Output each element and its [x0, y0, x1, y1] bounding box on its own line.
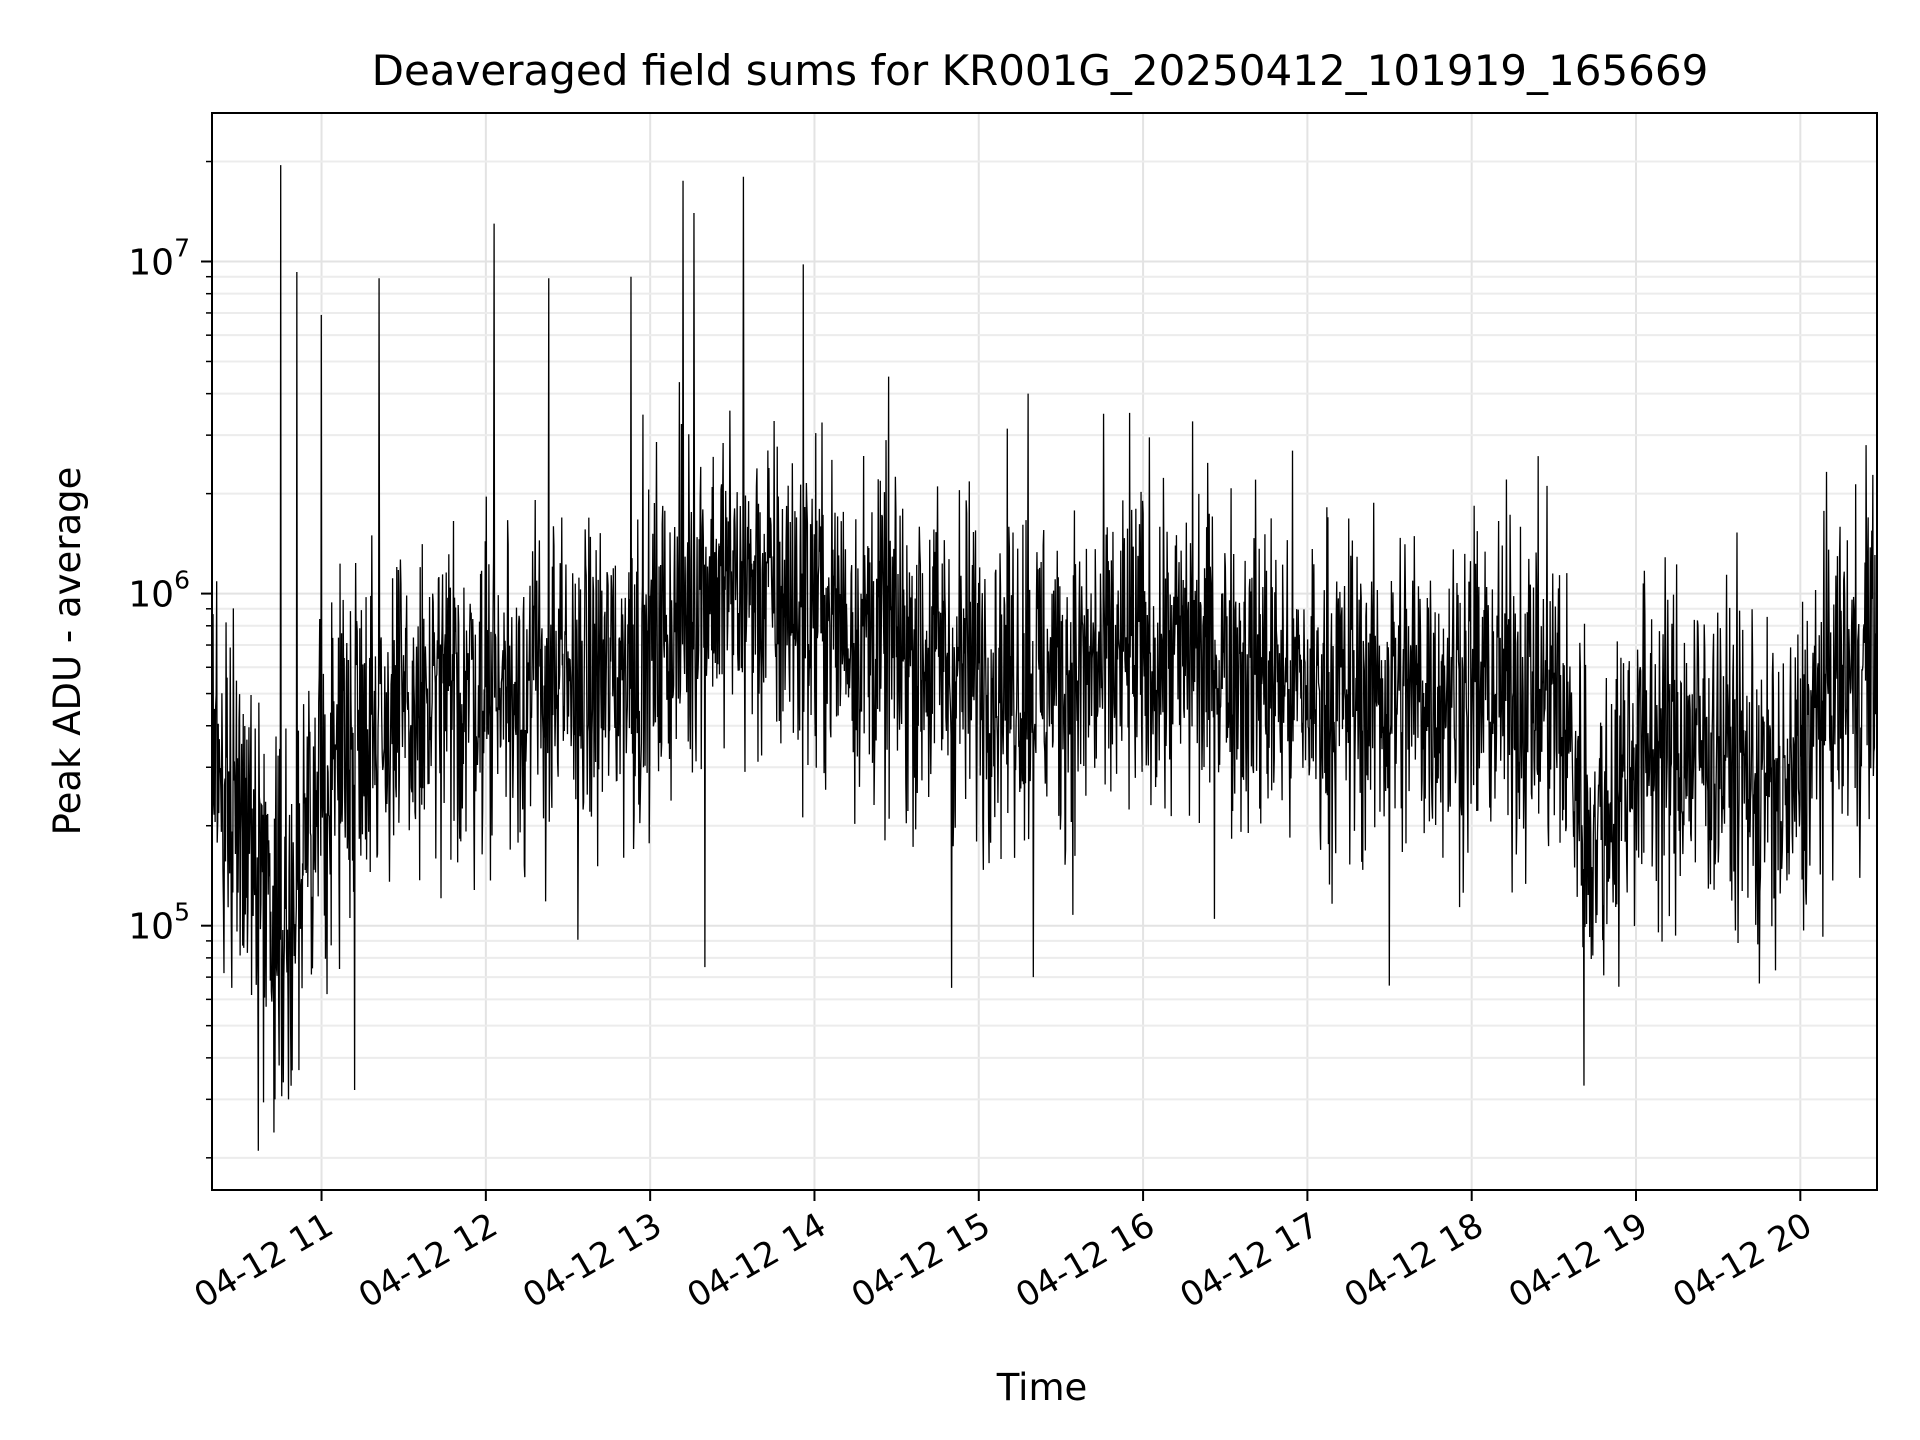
y-axis-label: Peak ADU - average	[46, 467, 89, 836]
y-tick-label: 107	[128, 233, 190, 283]
chart-title: Deaveraged field sums for KR001G_2025041…	[372, 46, 1709, 95]
y-tick-label: 105	[128, 898, 190, 948]
y-axis: 105 106 107	[128, 160, 212, 1159]
plot-frame	[211, 112, 1878, 1191]
x-axis-label: Time	[996, 1366, 1088, 1409]
series-line	[211, 165, 1878, 1151]
series-layer	[211, 165, 1878, 1151]
y-tick-label: 106	[128, 566, 190, 616]
